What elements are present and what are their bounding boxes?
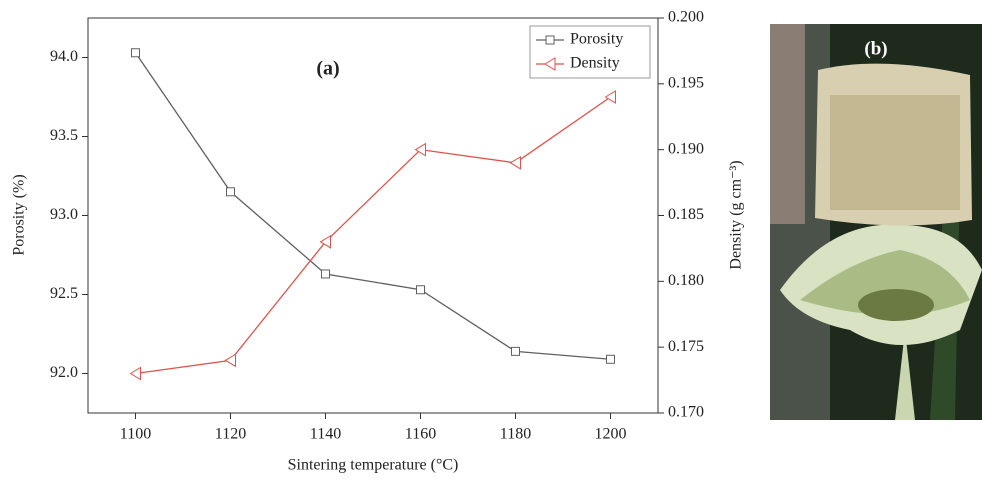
x-axis-label: Sintering temperature (°C) (288, 457, 459, 474)
x-tick-label: 1180 (500, 426, 531, 443)
series-line (135, 96, 611, 375)
panel-label: (a) (316, 58, 339, 80)
marker (511, 346, 520, 356)
marker (226, 187, 235, 197)
marker (416, 285, 425, 295)
y2-tick-label: 0.195 (668, 75, 704, 92)
y-tick-label: 92.5 (50, 285, 78, 302)
marker (414, 142, 426, 157)
y2-axis-label: Density (g cm⁻³) (728, 160, 745, 269)
photo (770, 24, 982, 420)
x-tick-label: 1160 (405, 426, 436, 443)
marker (321, 269, 330, 279)
x-tick-label: 1200 (595, 426, 627, 443)
y-tick-label: 94.0 (50, 48, 78, 65)
legend-label: Porosity (570, 31, 623, 48)
legend-marker (545, 35, 555, 45)
x-tick-label: 1100 (120, 426, 151, 443)
legend-box (529, 25, 651, 79)
series-line (134, 52, 611, 360)
y2-tick-label: 0.170 (668, 404, 704, 421)
y-tick-label: 92.0 (50, 364, 78, 381)
marker (606, 354, 615, 364)
y2-tick-label: 0.180 (668, 272, 704, 289)
marker (604, 90, 616, 104)
x-tick-label: 1140 (310, 426, 341, 443)
legend-marker (544, 57, 556, 71)
marker (131, 48, 140, 58)
panel-label: (b) (864, 38, 887, 59)
y2-tick-label: 0.200 (668, 9, 704, 26)
y2-tick-label: 0.190 (668, 140, 704, 157)
y-tick-label: 93.0 (50, 206, 78, 223)
marker (509, 155, 521, 170)
y2-tick-label: 0.185 (668, 206, 704, 223)
y-axis-label: Porosity (%) (11, 174, 28, 255)
x-tick-label: 1120 (215, 426, 246, 443)
marker (129, 366, 141, 381)
marker (319, 234, 331, 249)
legend-label: Density (570, 55, 620, 72)
y2-tick-label: 0.175 (668, 338, 704, 355)
marker (224, 353, 236, 368)
y-tick-label: 93.5 (50, 127, 78, 144)
